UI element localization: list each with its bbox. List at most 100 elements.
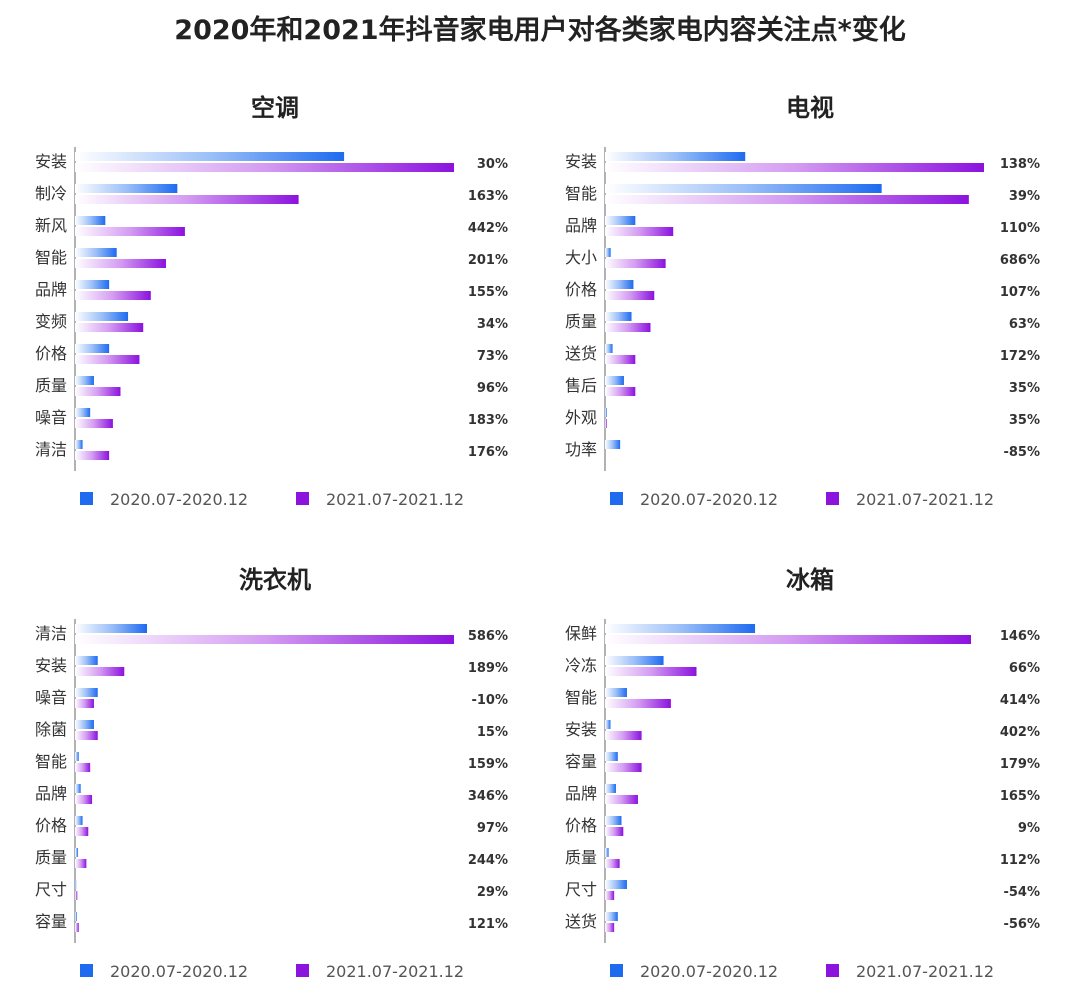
- legend-swatch-2020: [610, 492, 623, 505]
- change-label: 165%: [1000, 789, 1040, 804]
- category-label: 智能: [35, 248, 67, 267]
- bar-2020: [605, 752, 618, 761]
- bar-2020: [605, 784, 616, 793]
- bar-2020: [75, 344, 110, 353]
- bar-2021: [75, 827, 89, 836]
- bar-2020: [75, 248, 117, 257]
- bar-2021: [605, 195, 969, 204]
- legend-swatch-2021: [296, 492, 309, 505]
- category-label: 安装: [35, 656, 67, 675]
- change-label: 414%: [1000, 693, 1040, 708]
- category-label: 清洁: [35, 440, 67, 459]
- category-label: 品牌: [565, 784, 597, 803]
- category-label: 安装: [35, 152, 67, 171]
- bar-2020: [75, 784, 81, 793]
- panel-title: 洗衣机: [239, 566, 311, 594]
- bar-2020: [605, 688, 627, 697]
- bar-2020: [75, 152, 345, 161]
- bar-2021: [605, 731, 642, 740]
- bar-2021: [75, 763, 91, 772]
- bar-2021: [605, 387, 636, 396]
- category-label: 价格: [565, 816, 597, 835]
- category-label: 质量: [35, 848, 67, 867]
- category-label: 保鲜: [565, 624, 597, 643]
- bar-2021: [75, 195, 299, 204]
- change-label: 163%: [468, 189, 508, 204]
- bar-2021: [605, 795, 638, 804]
- change-label: 138%: [1000, 157, 1040, 172]
- category-label: 除菌: [35, 720, 67, 739]
- bar-2020: [75, 216, 106, 225]
- bar-2021: [605, 859, 620, 868]
- change-label: 155%: [468, 285, 508, 300]
- bar-2021: [75, 699, 94, 708]
- bar-2021: [605, 827, 624, 836]
- bar-2020: [605, 280, 634, 289]
- category-label: 清洁: [35, 624, 67, 643]
- change-label: -54%: [1003, 885, 1040, 900]
- bar-2021: [75, 891, 78, 900]
- category-label: 质量: [35, 376, 67, 395]
- bar-2021: [605, 163, 984, 172]
- change-label: -56%: [1003, 917, 1040, 932]
- legend-label-2021: 2021.07-2021.12: [326, 490, 464, 509]
- bar-2020: [605, 880, 627, 889]
- change-label: 159%: [468, 757, 508, 772]
- bar-2021: [75, 259, 166, 268]
- bar-2020: [75, 376, 94, 385]
- change-label: 63%: [1009, 317, 1040, 332]
- main-title: 2020年和2021年抖音家电用户对各类家电内容关注点*变化: [174, 15, 906, 46]
- category-label: 质量: [565, 312, 597, 331]
- bar-2021: [605, 699, 671, 708]
- change-label: 30%: [477, 157, 508, 172]
- change-label: 121%: [468, 917, 508, 932]
- change-label: 66%: [1009, 661, 1040, 676]
- change-label: 97%: [477, 821, 508, 836]
- category-label: 新风: [35, 216, 67, 235]
- category-label: 制冷: [35, 184, 67, 203]
- change-label: 586%: [468, 629, 508, 644]
- bar-2020: [75, 752, 79, 761]
- change-label: 96%: [477, 381, 508, 396]
- bar-2020: [75, 720, 94, 729]
- legend-swatch-2020: [610, 964, 623, 977]
- bar-2020: [75, 848, 79, 857]
- change-label: 346%: [468, 789, 508, 804]
- bar-2020: [75, 280, 110, 289]
- category-label: 智能: [565, 688, 597, 707]
- bar-2021: [605, 635, 971, 644]
- change-label: 107%: [1000, 285, 1040, 300]
- bar-2021: [75, 795, 93, 804]
- category-label: 品牌: [565, 216, 597, 235]
- bar-2021: [605, 291, 655, 300]
- change-label: 442%: [468, 221, 508, 236]
- bar-2021: [605, 763, 642, 772]
- bar-2020: [605, 216, 636, 225]
- change-label: 146%: [1000, 629, 1040, 644]
- category-label: 品牌: [35, 784, 67, 803]
- bar-2021: [605, 355, 636, 364]
- legend-label-2020: 2020.07-2020.12: [110, 490, 248, 509]
- bar-2021: [605, 891, 615, 900]
- change-label: 189%: [468, 661, 508, 676]
- change-label: 39%: [1009, 189, 1040, 204]
- category-label: 安装: [565, 152, 597, 171]
- bar-2020: [605, 624, 756, 633]
- category-label: 智能: [565, 184, 597, 203]
- category-label: 质量: [565, 848, 597, 867]
- change-label: -10%: [471, 693, 508, 708]
- legend-swatch-2020: [80, 964, 93, 977]
- bar-2020: [605, 816, 622, 825]
- bar-2021: [75, 635, 454, 644]
- bar-2021: [75, 923, 79, 932]
- bar-2020: [75, 312, 129, 321]
- change-label: 29%: [477, 885, 508, 900]
- legend-label-2020: 2020.07-2020.12: [640, 962, 778, 981]
- bar-2020: [605, 184, 882, 193]
- change-label: 110%: [1000, 221, 1040, 236]
- legend-label-2021: 2021.07-2021.12: [326, 962, 464, 981]
- panel-title: 冰箱: [786, 566, 834, 594]
- category-label: 智能: [35, 752, 67, 771]
- bar-2020: [75, 816, 83, 825]
